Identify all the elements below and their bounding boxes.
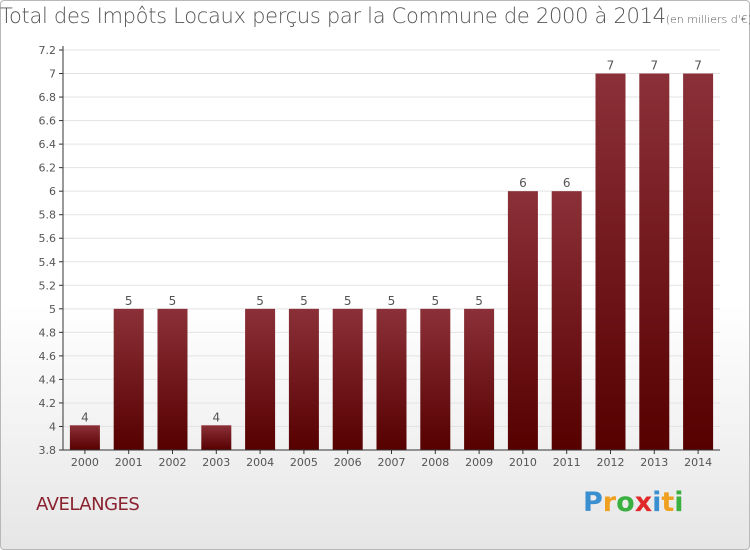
y-tick-label: 3.8: [39, 444, 57, 457]
bar-value-label: 7: [607, 59, 615, 73]
y-tick-label: 5.8: [39, 209, 57, 222]
logo-letter: o: [616, 487, 635, 518]
bar-value-label: 5: [431, 294, 439, 308]
bar: [245, 308, 276, 450]
x-tick-label: 2008: [421, 456, 449, 469]
x-tick-label: 2002: [159, 456, 187, 469]
x-tick-label: 2014: [684, 456, 712, 469]
y-tick-label: 5: [49, 303, 56, 316]
labels: 3.8 4 4.2 4.4 4.6 4.8 5 5.2 5.4 5.6 5.8 6 6.2 6.4 6.6 6…: [39, 44, 713, 469]
bar-value-label: 5: [169, 294, 177, 308]
bar: [639, 73, 670, 450]
y-tick-label: 4: [49, 420, 56, 433]
bar: [332, 308, 363, 450]
y-tick-label: 7.2: [39, 44, 57, 57]
bar: [551, 191, 582, 451]
bar: [288, 308, 319, 450]
y-tick-label: 6: [49, 185, 56, 198]
logo-letter: r: [602, 487, 617, 518]
x-tick-label: 2000: [71, 456, 99, 469]
x-tick-label: 2012: [597, 456, 625, 469]
y-tick-label: 5.2: [39, 279, 57, 292]
chart-title-block: Total des Impôts Locaux perçus par la Co…: [0, 4, 750, 28]
logo-letter: t: [661, 487, 675, 518]
x-tick-label: 2005: [290, 456, 318, 469]
y-tick-label: 4.4: [39, 373, 57, 386]
x-tick-label: 2001: [115, 456, 143, 469]
bar-value-label: 7: [650, 59, 658, 73]
bar: [69, 425, 100, 450]
bar: [507, 191, 538, 451]
x-tick-label: 2013: [640, 456, 668, 469]
x-tick-label: 2003: [202, 456, 230, 469]
bars: [69, 73, 714, 451]
proxiti-logo[interactable]: Proxiti: [583, 487, 684, 518]
bar-value-label: 5: [344, 294, 352, 308]
commune-name: AVELANGES: [36, 494, 140, 515]
bar: [464, 308, 495, 450]
bar: [376, 308, 407, 450]
bar-value-label: 6: [563, 176, 571, 190]
y-tick-label: 6.8: [39, 91, 57, 104]
bar: [683, 73, 714, 450]
x-tick-label: 2010: [509, 456, 537, 469]
bar: [113, 308, 144, 450]
y-tick-label: 7: [49, 68, 56, 81]
chart-unit: (en milliers d'€): [665, 13, 750, 26]
x-tick-label: 2011: [553, 456, 581, 469]
logo-letter: x: [634, 487, 653, 518]
bar: [420, 308, 451, 450]
bar-value-label: 4: [212, 410, 220, 424]
bar-value-label: 7: [694, 59, 702, 73]
y-tick-label: 5.4: [39, 256, 57, 269]
logo-letter: i: [674, 487, 684, 518]
bar: [157, 308, 188, 450]
bar: [201, 425, 232, 450]
x-tick-label: 2009: [465, 456, 493, 469]
y-tick-label: 4.2: [39, 397, 57, 410]
bar-value-label: 5: [300, 294, 308, 308]
x-tick-label: 2007: [378, 456, 406, 469]
y-tick-label: 6.4: [39, 138, 57, 151]
y-tick-label: 6.2: [39, 162, 57, 175]
y-tick-label: 6.6: [39, 115, 57, 128]
y-tick-label: 4.6: [39, 350, 57, 363]
bar-value-label: 6: [519, 176, 527, 190]
logo-letter: i: [652, 487, 662, 518]
bar-value-label: 5: [475, 294, 483, 308]
bar-value-label: 5: [256, 294, 264, 308]
chart-title: Total des Impôts Locaux perçus par la Co…: [0, 4, 666, 28]
y-tick-label: 5.6: [39, 232, 57, 245]
x-tick-label: 2004: [246, 456, 274, 469]
axes: [59, 46, 720, 454]
bar: [595, 73, 626, 450]
bar-value-label: 4: [81, 410, 89, 424]
x-tick-label: 2006: [334, 456, 362, 469]
y-tick-label: 4.8: [39, 326, 57, 339]
bar-value-label: 5: [388, 294, 396, 308]
bar-value-label: 5: [125, 294, 133, 308]
logo-letter: P: [583, 487, 603, 518]
